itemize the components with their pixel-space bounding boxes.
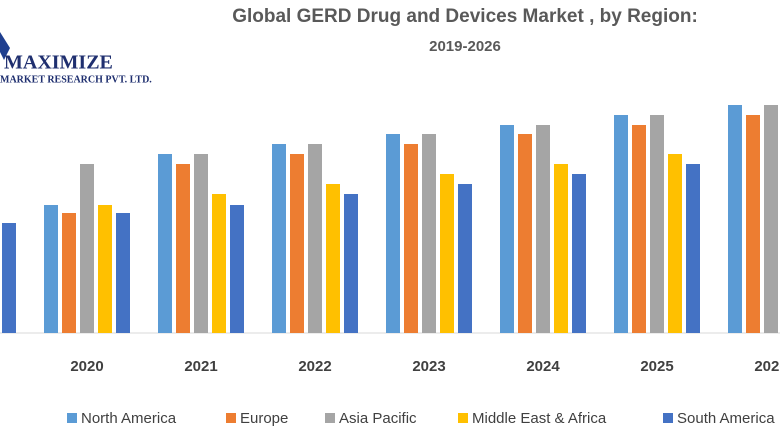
legend-swatch: [663, 413, 673, 423]
bar: [176, 164, 190, 333]
x-tick-label: 2023: [412, 358, 445, 375]
bar: [500, 125, 514, 333]
logo-tagline: MARKET RESEARCH PVT. LTD.: [0, 74, 152, 85]
bar: [518, 134, 532, 333]
bar: [212, 194, 226, 333]
x-tick-label: 2024: [526, 358, 560, 375]
bar: [290, 154, 304, 333]
bar: [98, 205, 112, 333]
bar: [632, 125, 646, 333]
bar: [422, 134, 436, 333]
x-tick-label: 2021: [184, 358, 217, 375]
chart-subtitle: 2019-2026: [429, 38, 501, 55]
bar: [326, 184, 340, 333]
x-tick-label: 2022: [298, 358, 331, 375]
bar: [614, 115, 628, 333]
bar: [746, 115, 760, 333]
bar: [572, 174, 586, 333]
bar: [344, 194, 358, 333]
bar: [158, 154, 172, 333]
bar: [2, 223, 16, 333]
bar: [80, 164, 94, 333]
legend-label: Europe: [240, 410, 288, 427]
logo-icon: [0, 32, 10, 60]
legend-swatch: [67, 413, 77, 423]
bar: [686, 164, 700, 333]
x-tick-label: 2026: [754, 358, 780, 375]
legend-label: Middle East & Africa: [472, 410, 607, 427]
bar: [458, 184, 472, 333]
bar: [44, 205, 58, 333]
logo-name: MAXIMIZE: [4, 52, 113, 74]
bar: [386, 134, 400, 333]
bar: [62, 213, 76, 333]
bar: [764, 105, 778, 333]
bar: [116, 213, 130, 333]
x-tick-label: 2025: [640, 358, 673, 375]
bar: [308, 144, 322, 333]
bar: [668, 154, 682, 333]
legend-swatch: [325, 413, 335, 423]
legend-swatch: [226, 413, 236, 423]
bar: [536, 125, 550, 333]
bar: [404, 144, 418, 333]
legend-label: North America: [81, 410, 177, 427]
bar: [230, 205, 244, 333]
bar: [272, 144, 286, 333]
legend-label: Asia Pacific: [339, 410, 417, 427]
x-tick-label: 2020: [70, 358, 103, 375]
chart-title: Global GERD Drug and Devices Market , by…: [232, 6, 698, 27]
bar: [440, 174, 454, 333]
legend-label: South America: [677, 410, 775, 427]
bar: [650, 115, 664, 333]
bar: [554, 164, 568, 333]
bar: [728, 105, 742, 333]
legend-swatch: [458, 413, 468, 423]
bar: [194, 154, 208, 333]
